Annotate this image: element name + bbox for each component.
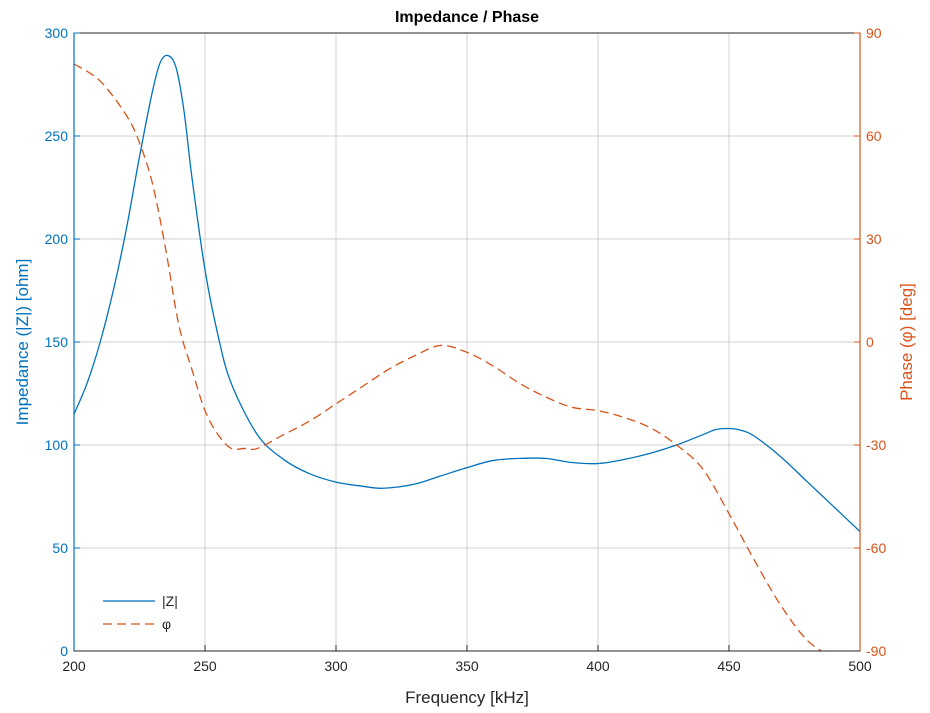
- legend-box: [92, 582, 204, 634]
- legend-label-phase: φ: [162, 616, 171, 632]
- chart-title: Impedance / Phase: [395, 9, 539, 26]
- y-left-tick-label: 0: [60, 643, 68, 659]
- x-axis-label: Frequency [kHz]: [405, 688, 529, 707]
- legend: |Z| φ: [92, 582, 204, 634]
- y-right-tick-label: 30: [866, 231, 882, 247]
- y-right-tick-label: -90: [866, 643, 886, 659]
- legend-label-impedance: |Z|: [162, 593, 178, 609]
- x-tick-label: 400: [586, 658, 610, 674]
- x-tick-label: 450: [717, 658, 741, 674]
- y-left-tick-label: 100: [45, 437, 69, 453]
- y-axis-label-right: Phase (φ) [deg]: [897, 283, 916, 401]
- y-right-tick-label: 0: [866, 334, 874, 350]
- y-left-tick-label: 250: [45, 128, 69, 144]
- y-right-tick-label: -30: [866, 437, 886, 453]
- series-line-phase: [74, 63, 823, 651]
- y-left-tick-label: 300: [45, 25, 69, 41]
- series-line-impedance: [74, 54, 860, 532]
- series-lines: [74, 54, 860, 651]
- x-tick-label: 350: [455, 658, 479, 674]
- y-left-tick-label: 50: [52, 540, 68, 556]
- y-axis-label-left: Impedance (|Z|) [ohm]: [13, 259, 32, 426]
- axes: 200 250 300 350 400 450 500050100150200250300-…: [45, 25, 887, 674]
- y-right-tick-label: 90: [866, 25, 882, 41]
- x-tick-label: 500: [848, 658, 872, 674]
- y-left-tick-label: 150: [45, 334, 69, 350]
- x-tick-label: 300: [324, 658, 348, 674]
- y-right-tick-label: 60: [866, 128, 882, 144]
- x-tick-label: 200: [62, 658, 86, 674]
- y-right-tick-label: -60: [866, 540, 886, 556]
- x-tick-label: 250: [193, 658, 217, 674]
- y-left-tick-label: 200: [45, 231, 69, 247]
